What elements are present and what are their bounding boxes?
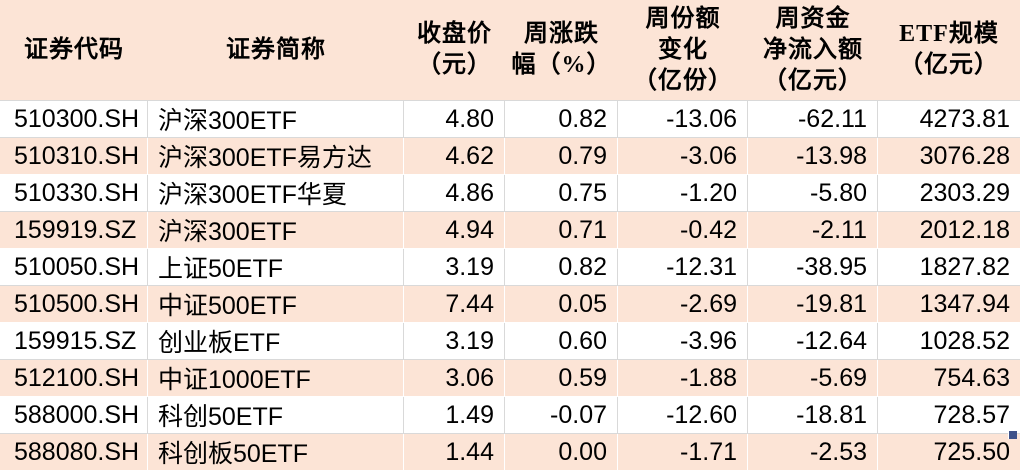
cell-weekly_net_inflow: -2.11 [748, 212, 878, 248]
cell-etf_scale: 3076.28 [919, 141, 1010, 170]
cell-weekly_change_pct: 0.82 [505, 249, 618, 285]
cell-weekly_net_inflow: -38.95 [748, 249, 878, 285]
cell-weekly_change_pct: -0.07 [505, 397, 618, 433]
cell-code: 588000.SH [0, 397, 148, 433]
column-header-etf_scale: ETF规模 （亿元） [899, 21, 999, 78]
cell-code: 510310.SH [0, 138, 148, 174]
cell-weekly_share_change: -3.06 [618, 138, 748, 174]
cell-close_price: 1.49 [404, 397, 505, 433]
table-row: 588080.SH 科创板50ETF 1.44 0.00 -1.71 -2.53 725.5… [0, 434, 1020, 471]
cell-etf_scale: 1028.52 [919, 326, 1010, 355]
cell-code: 510300.SH [0, 101, 148, 137]
cell-code: 512100.SH [0, 360, 148, 396]
cell-close_price: 3.19 [404, 249, 505, 285]
table-row: 159919.SZ 沪深300ETF 4.94 0.71 -0.42 -2.11 2012.… [0, 212, 1020, 249]
cell-name: 中证500ETF [148, 286, 404, 322]
cell-weekly_net_inflow: -18.81 [748, 397, 878, 433]
cell-close_price: 3.06 [404, 360, 505, 396]
cell-code: 159915.SZ [0, 323, 148, 359]
table-row: 588000.SH 科创50ETF 1.49 -0.07 -12.60 -18.81 728… [0, 397, 1020, 434]
cell-etf_scale: 4273.81 [919, 104, 1010, 133]
cell-weekly_change_pct: 0.79 [505, 138, 618, 174]
cell-name: 沪深300ETF [148, 212, 404, 248]
cell-code: 159919.SZ [0, 212, 148, 248]
table-row: 512100.SH 中证1000ETF 3.06 0.59 -1.88 -5.69 754.… [0, 360, 1020, 397]
cell-close_price: 3.19 [404, 323, 505, 359]
column-header-close_price: 收盘价 （元） [417, 21, 492, 78]
cell-close_price: 7.44 [404, 286, 505, 322]
cell-etf_scale: 2303.29 [919, 178, 1010, 207]
table-row: 510050.SH 上证50ETF 3.19 0.82 -12.31 -38.95 1827… [0, 249, 1020, 286]
table-body: 510300.SH 沪深300ETF 4.80 0.82 -13.06 -62.11 427… [0, 101, 1020, 471]
cell-weekly_change_pct: 0.75 [505, 175, 618, 211]
column-header-weekly_share_change: 周份额 变化 （亿份） [633, 5, 733, 94]
cell-code: 510050.SH [0, 249, 148, 285]
cell-weekly_net_inflow: -5.69 [748, 360, 878, 396]
cell-code: 510500.SH [0, 286, 148, 322]
cell-weekly_change_pct: 0.60 [505, 323, 618, 359]
cell-weekly_change_pct: 0.71 [505, 212, 618, 248]
cell-code: 510330.SH [0, 175, 148, 211]
cell-name: 沪深300ETF华夏 [148, 175, 404, 211]
cell-name: 创业板ETF [148, 323, 404, 359]
cell-weekly_share_change: -0.42 [618, 212, 748, 248]
cell-etf_scale: 1347.94 [919, 289, 1010, 318]
cell-weekly_change_pct: 0.05 [505, 286, 618, 322]
cell-weekly_net_inflow: -62.11 [748, 101, 878, 137]
cell-weekly_change_pct: 0.59 [505, 360, 618, 396]
cell-etf_scale: 2012.18 [919, 215, 1010, 244]
cell-etf_scale: 754.63 [933, 363, 1010, 392]
cell-etf_scale: 728.57 [933, 400, 1010, 429]
cell-weekly_share_change: -1.88 [618, 360, 748, 396]
cell-weekly_share_change: -12.60 [618, 397, 748, 433]
cell-name: 沪深300ETF易方达 [148, 138, 404, 174]
cell-etf_scale: 725.50 [933, 437, 1010, 466]
cell-weekly_share_change: -1.20 [618, 175, 748, 211]
table-row: 510300.SH 沪深300ETF 4.80 0.82 -13.06 -62.11 427… [0, 101, 1020, 138]
cell-weekly_net_inflow: -13.98 [748, 138, 878, 174]
table-row: 510500.SH 中证500ETF 7.44 0.05 -2.69 -19.81 1347… [0, 286, 1020, 323]
cell-weekly_share_change: -2.69 [618, 286, 748, 322]
cell-weekly_share_change: -3.96 [618, 323, 748, 359]
cell-etf_scale: 1827.82 [919, 252, 1010, 281]
cell-name: 科创50ETF [148, 397, 404, 433]
cell-close_price: 4.86 [404, 175, 505, 211]
cell-name: 沪深300ETF [148, 101, 404, 137]
column-header-weekly_change_pct: 周涨跌 幅（%） [511, 21, 612, 78]
cell-name: 上证50ETF [148, 249, 404, 285]
table-header-row: 证券代码 证券简称 收盘价 （元） 周涨跌 幅（%） 周份额 变化 （亿份） 周资金 净流… [0, 0, 1020, 101]
cell-weekly_net_inflow: -12.64 [748, 323, 878, 359]
cell-weekly_net_inflow: -19.81 [748, 286, 878, 322]
table-row: 510310.SH 沪深300ETF易方达 4.62 0.79 -3.06 -13.98 3… [0, 138, 1020, 175]
table-row: 510330.SH 沪深300ETF华夏 4.86 0.75 -1.20 -5.80 230… [0, 175, 1020, 212]
cell-close_price: 4.94 [404, 212, 505, 248]
cell-weekly_change_pct: 0.82 [505, 101, 618, 137]
cell-close_price: 4.62 [404, 138, 505, 174]
cell-weekly_share_change: -1.71 [618, 434, 748, 470]
cell-name: 中证1000ETF [148, 360, 404, 396]
cell-code: 588080.SH [0, 434, 148, 470]
cell-name: 科创板50ETF [148, 434, 404, 470]
cell-close_price: 4.80 [404, 101, 505, 137]
table-row: 159915.SZ 创业板ETF 3.19 0.60 -3.96 -12.64 1028.5… [0, 323, 1020, 360]
cell-weekly_change_pct: 0.00 [505, 434, 618, 470]
cell-weekly_share_change: -13.06 [618, 101, 748, 137]
cell-close_price: 1.44 [404, 434, 505, 470]
cell-weekly_share_change: -12.31 [618, 249, 748, 285]
column-header-weekly_net_inflow: 周资金 净流入额 （亿元） [763, 5, 863, 94]
excel-fill-handle[interactable] [1008, 430, 1017, 439]
cell-weekly_net_inflow: -2.53 [748, 434, 878, 470]
cell-weekly_net_inflow: -5.80 [748, 175, 878, 211]
column-header-code: 证券代码 [24, 36, 124, 63]
column-header-name: 证券简称 [226, 36, 326, 63]
